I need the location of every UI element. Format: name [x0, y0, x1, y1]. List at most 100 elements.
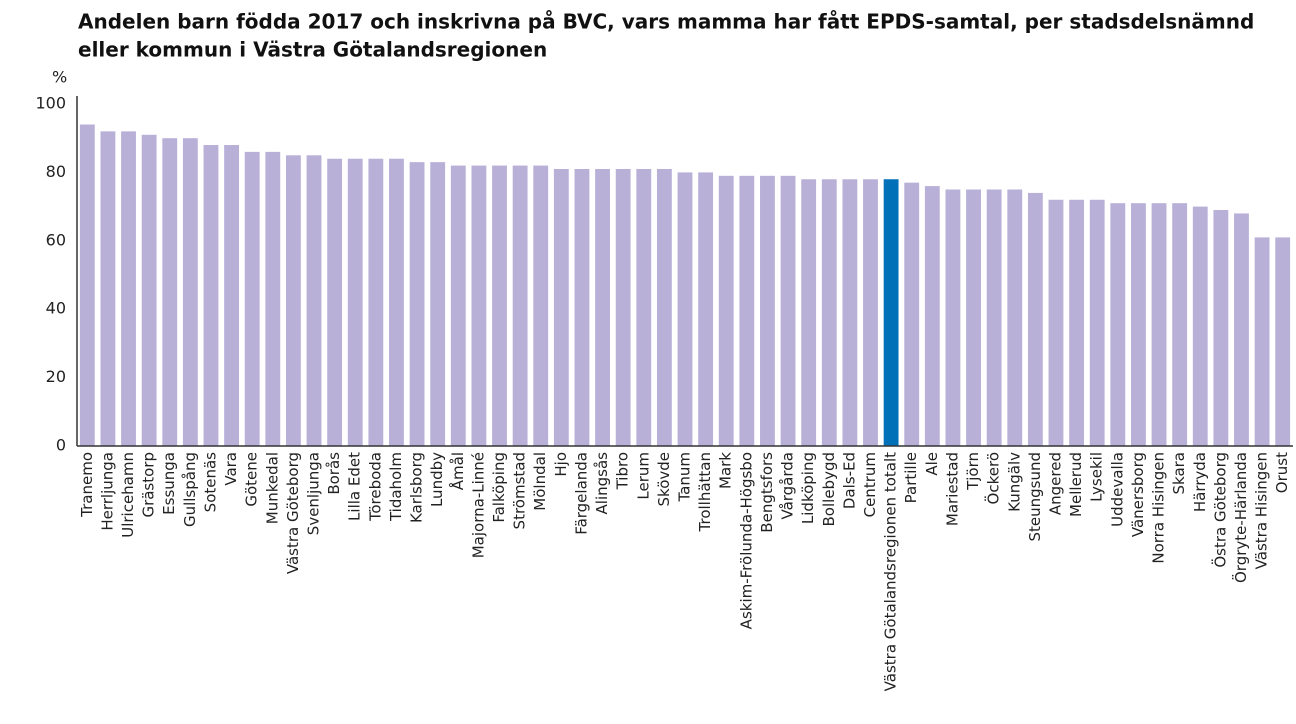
x-tick-label: Mellerud — [1067, 452, 1085, 517]
x-tick-label: Steungsund — [1026, 452, 1044, 542]
bar — [244, 151, 260, 446]
x-tick-label: Sotenäs — [201, 452, 219, 513]
bar — [306, 155, 322, 447]
bar — [801, 179, 817, 447]
bar — [1048, 199, 1064, 446]
bar — [389, 158, 404, 446]
x-tick-label: Orust — [1273, 452, 1291, 493]
bar — [347, 158, 363, 446]
bar — [471, 165, 487, 446]
bar — [492, 165, 507, 446]
bar — [615, 168, 631, 447]
x-tick-label: Ulricehamn — [119, 452, 137, 538]
x-tick-label: Örgryte-Härlanda — [1231, 452, 1250, 583]
bar — [162, 138, 178, 446]
x-tick-label: Åmål — [448, 452, 467, 490]
x-tick-label: Partille — [902, 452, 920, 503]
x-tick-label: Härryda — [1191, 452, 1209, 512]
x-tick-label: Västra Götalandsregionen totalt — [882, 452, 900, 691]
x-tick-label: Hjo — [552, 452, 570, 477]
x-tick-label: Götene — [243, 452, 261, 507]
x-tick-label: Skövde — [655, 452, 673, 506]
bar — [285, 155, 301, 447]
bar — [1027, 192, 1043, 446]
bar — [718, 175, 734, 446]
x-tick-label: Skara — [1170, 452, 1188, 495]
x-tick-label: Mariestad — [943, 452, 961, 526]
x-tick-label: Vara — [222, 452, 240, 486]
bar — [1254, 237, 1270, 446]
x-tick-label: Östra Göteborg — [1210, 452, 1229, 568]
bar — [1069, 199, 1085, 446]
x-tick-label: Tanum — [676, 452, 694, 503]
bar — [780, 175, 796, 446]
x-tick-label: Strömstad — [511, 452, 529, 529]
x-tick-label: Bengtsfors — [758, 452, 776, 533]
bar — [409, 162, 425, 446]
x-tick-label: Västra Göteborg — [284, 452, 302, 574]
x-tick-label: Mölndal — [531, 452, 549, 511]
bar — [265, 151, 281, 446]
bar — [79, 124, 95, 447]
y-tick-label: 40 — [46, 299, 66, 318]
bar — [224, 145, 239, 447]
bar — [430, 162, 446, 446]
bar — [863, 179, 878, 447]
x-tick-label: Töreboda — [366, 452, 384, 522]
y-axis-label: % — [52, 68, 67, 87]
bar — [1172, 203, 1188, 446]
chart-title: Andelen barn födda 2017 och inskrivna på… — [78, 10, 1254, 34]
x-tick-label: Kungälv — [1005, 452, 1023, 512]
bar — [182, 138, 198, 446]
y-tick-label: 0 — [56, 436, 66, 455]
bar — [141, 134, 157, 446]
bar — [924, 186, 940, 446]
x-tick-label: Norra Hisingen — [1150, 452, 1168, 564]
x-tick-label: Uddevalla — [1108, 452, 1126, 527]
x-tick-label: Herrljunga — [98, 452, 116, 531]
bar — [883, 179, 899, 447]
bar — [1110, 203, 1126, 446]
x-tick-label: Askim-Frölunda-Högsbo — [737, 452, 755, 629]
bar — [821, 179, 837, 447]
x-tick-label: Tranemo — [78, 452, 96, 518]
x-tick-label: Vänersborg — [1129, 452, 1147, 537]
bar — [533, 165, 549, 446]
x-tick-label: Ale — [923, 452, 941, 476]
x-tick-label: Tibro — [614, 452, 632, 490]
x-tick-label: Lidköping — [799, 452, 817, 524]
bar — [842, 179, 858, 447]
x-tick-label: Lerum — [634, 452, 652, 500]
y-tick-label: 60 — [46, 230, 66, 249]
y-tick-label: 20 — [46, 367, 66, 386]
bar — [574, 168, 590, 447]
x-tick-label: Centrum — [861, 452, 879, 517]
bar — [945, 189, 961, 446]
x-tick-label: Majorna-Linné — [469, 452, 487, 558]
bar — [986, 189, 1002, 446]
x-tick-label: Vårgårda — [779, 452, 797, 520]
chart-title: eller kommun i Västra Götalandsregionen — [78, 38, 547, 62]
x-tick-label: Trollhättan — [696, 452, 714, 532]
bar — [1131, 203, 1146, 446]
x-tick-label: Öckerö — [984, 452, 1003, 504]
bar — [677, 172, 693, 446]
x-tick-label: Karlsborg — [408, 452, 426, 523]
bar — [1151, 203, 1167, 446]
x-tick-label: Falköping — [490, 452, 508, 523]
bar — [698, 172, 714, 446]
bar — [904, 182, 920, 446]
bar — [1089, 199, 1105, 446]
x-tick-label: Gullspång — [181, 452, 199, 527]
bar — [966, 189, 981, 446]
x-tick-label: Borås — [325, 452, 343, 495]
x-tick-label: Svenljunga — [305, 452, 323, 535]
bar — [1213, 210, 1229, 446]
bar — [1275, 237, 1291, 446]
x-tick-label: Dals-Ed — [840, 452, 858, 509]
bar — [1234, 213, 1249, 446]
bar — [636, 168, 652, 447]
bar — [100, 131, 116, 447]
